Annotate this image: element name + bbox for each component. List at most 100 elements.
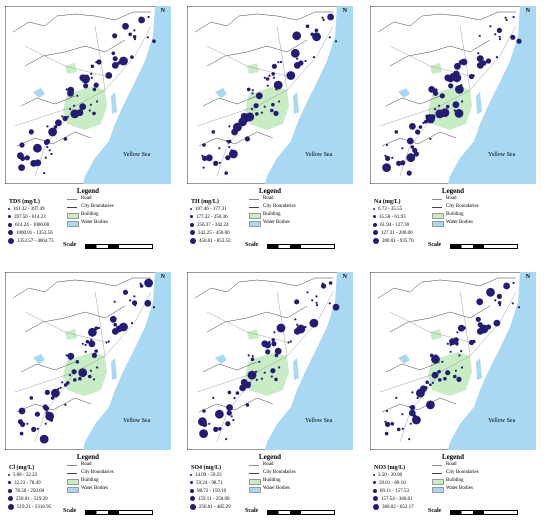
sample-point	[311, 299, 314, 302]
sample-point	[73, 104, 76, 107]
sample-point	[89, 103, 92, 106]
legend-range-row: 519.21 - 2316.95	[8, 504, 51, 512]
sample-point	[122, 289, 129, 295]
sample-point	[18, 407, 26, 415]
building-area	[247, 63, 259, 74]
legend-key-label: City Boundaries	[81, 470, 114, 475]
sample-point	[218, 161, 221, 164]
sample-point	[274, 377, 278, 382]
sample-point	[144, 278, 154, 288]
legend-dot-icon	[373, 488, 377, 493]
road	[379, 291, 517, 443]
sample-points	[17, 15, 156, 175]
sample-point	[444, 74, 452, 82]
legend-range-row: 3.50 - 20.00	[373, 472, 414, 480]
sample-point	[83, 83, 89, 89]
legend-range-row: 20.01 - 89.10	[373, 480, 414, 488]
sample-point	[472, 74, 475, 77]
sample-point	[401, 147, 404, 150]
sample-point	[229, 149, 238, 159]
sample-point	[274, 353, 279, 358]
sample-point	[410, 141, 413, 144]
sample-point	[409, 422, 412, 425]
legend-symbol-icon	[432, 199, 442, 200]
sample-point	[218, 427, 222, 431]
legend-range-row: 250.01 - 519.20	[8, 496, 51, 504]
legend-range-label: 1000.01 - 1353.56	[16, 231, 53, 236]
legend-range-row: 59.24 - 98.71	[190, 480, 231, 488]
sample-point	[271, 341, 277, 347]
building-area	[428, 352, 472, 396]
building-area	[245, 86, 289, 130]
legend-range-row: 5.08 - 32.22	[8, 472, 51, 480]
sample-point	[478, 34, 481, 37]
sample-point	[88, 340, 96, 348]
sea-area	[83, 6, 171, 184]
legend-key-label: Building	[446, 478, 464, 483]
legend-range-row: 157.54 - 360.01	[373, 496, 414, 504]
sample-point	[84, 343, 87, 347]
legend-dot-icon	[190, 230, 195, 236]
legend-title: Legend	[258, 187, 282, 195]
sample-point	[458, 354, 461, 357]
water-body	[398, 88, 410, 98]
sample-point	[202, 143, 206, 147]
city-boundary	[377, 277, 516, 413]
sample-point	[384, 154, 387, 157]
legend-key-row: Building	[67, 477, 114, 485]
sample-point	[511, 302, 514, 305]
legend-symbol-icon	[432, 213, 444, 219]
sample-point	[410, 407, 413, 410]
legend-symbol-icon	[249, 207, 259, 208]
sample-point	[230, 415, 233, 418]
sample-point	[133, 295, 136, 298]
sample-point	[213, 160, 219, 166]
legend-dot-icon	[8, 496, 13, 502]
sample-point	[73, 378, 77, 382]
sample-point	[79, 103, 87, 111]
sample-point	[426, 400, 435, 410]
legend-dot-icon	[190, 473, 192, 476]
sample-point	[287, 341, 290, 344]
legend-key-row: Building	[432, 477, 479, 485]
sample-points	[384, 281, 521, 441]
sample-point	[286, 71, 296, 80]
sample-point	[391, 156, 394, 159]
legend-key-row: Building	[432, 211, 479, 219]
legend-range-row: 78.50 - 250.00	[8, 488, 51, 496]
legend-symbol-icon	[432, 487, 444, 493]
sample-point	[65, 354, 68, 357]
sample-point	[202, 155, 208, 161]
sample-point	[90, 64, 95, 69]
sample-point	[251, 89, 254, 92]
sample-point	[46, 145, 49, 149]
map-panel-5: Yellow Sea N Legend SO4 (mg/L) 14.09 - 5…	[182, 266, 358, 524]
legend-range-label: 107.46 - 177.31	[195, 207, 227, 212]
legend-key-row: City Boundaries	[67, 469, 114, 477]
legend-range-row: 35.56 - 61.93	[373, 214, 414, 222]
sample-point	[233, 122, 242, 132]
sample-point	[67, 352, 75, 360]
scale-bar: Scale	[245, 508, 335, 515]
sample-point	[273, 80, 283, 90]
legend-dot-icon	[8, 215, 11, 219]
sample-point	[396, 427, 401, 432]
sample-point	[247, 354, 250, 357]
sample-point	[327, 13, 334, 21]
sample-point	[226, 410, 232, 416]
sample-point	[384, 431, 389, 436]
water-body	[111, 358, 117, 380]
water-body	[215, 88, 227, 98]
map-frame: Yellow Sea N	[187, 272, 353, 450]
legend-range-row: 14.09 - 59.23	[190, 472, 231, 480]
sample-point	[498, 38, 502, 41]
sample-point	[224, 171, 228, 175]
sample-point	[258, 360, 261, 363]
legend-symbol-icon	[67, 207, 77, 208]
legend-symbol-icon	[249, 213, 261, 219]
legend-key-row: Building	[249, 477, 296, 485]
sample-point	[130, 322, 133, 325]
sample-point	[413, 151, 419, 157]
sample-point	[53, 125, 58, 129]
legend-variable: Na (mg/L)	[374, 199, 401, 205]
